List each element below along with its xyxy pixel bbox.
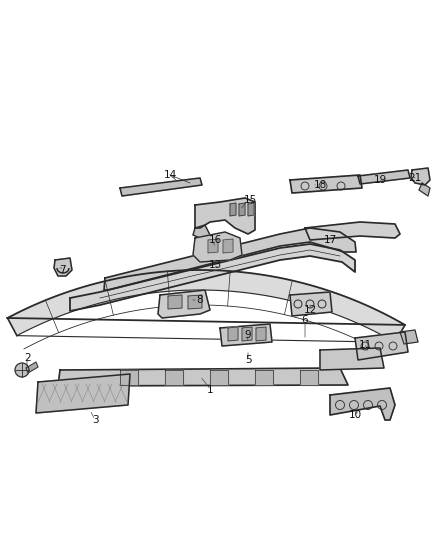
Polygon shape: [36, 374, 130, 413]
Polygon shape: [7, 270, 405, 342]
Polygon shape: [193, 232, 242, 262]
Polygon shape: [320, 348, 384, 370]
Polygon shape: [223, 239, 233, 253]
Polygon shape: [305, 222, 400, 240]
Polygon shape: [290, 175, 362, 193]
Polygon shape: [26, 362, 38, 373]
Polygon shape: [188, 295, 202, 309]
Polygon shape: [210, 370, 228, 385]
Polygon shape: [220, 324, 272, 346]
Text: 2: 2: [25, 353, 31, 363]
Polygon shape: [290, 292, 332, 316]
Polygon shape: [330, 388, 395, 420]
Polygon shape: [70, 244, 355, 311]
Polygon shape: [165, 370, 183, 385]
Polygon shape: [355, 332, 408, 360]
Text: 6: 6: [302, 315, 308, 325]
Polygon shape: [104, 228, 356, 290]
Polygon shape: [255, 370, 273, 385]
Polygon shape: [248, 203, 254, 216]
Polygon shape: [256, 327, 266, 341]
Polygon shape: [58, 368, 348, 386]
Text: 11: 11: [358, 340, 371, 350]
Polygon shape: [400, 330, 418, 344]
Text: 19: 19: [373, 175, 387, 185]
Polygon shape: [208, 239, 218, 253]
Text: 9: 9: [245, 330, 251, 340]
Polygon shape: [230, 203, 236, 216]
Text: 10: 10: [349, 410, 361, 420]
Text: 3: 3: [92, 415, 98, 425]
Text: 14: 14: [163, 170, 177, 180]
Polygon shape: [358, 170, 410, 184]
Text: 21: 21: [408, 173, 422, 183]
Polygon shape: [195, 198, 255, 234]
Text: 13: 13: [208, 260, 222, 270]
Text: 12: 12: [304, 305, 317, 315]
Polygon shape: [300, 370, 318, 385]
Text: 15: 15: [244, 195, 257, 205]
Circle shape: [15, 363, 29, 377]
Polygon shape: [158, 290, 210, 318]
Polygon shape: [411, 168, 430, 185]
Polygon shape: [193, 225, 210, 238]
Polygon shape: [242, 327, 252, 341]
Text: 8: 8: [197, 295, 203, 305]
Text: 18: 18: [313, 180, 327, 190]
Polygon shape: [239, 203, 245, 216]
Polygon shape: [54, 258, 72, 276]
Polygon shape: [168, 295, 182, 309]
Text: 17: 17: [323, 235, 337, 245]
Text: 16: 16: [208, 235, 222, 245]
Polygon shape: [120, 178, 202, 196]
Polygon shape: [419, 183, 430, 196]
Text: 7: 7: [59, 265, 65, 275]
Polygon shape: [228, 327, 238, 341]
Text: 5: 5: [245, 355, 251, 365]
Text: 1: 1: [207, 385, 213, 395]
Polygon shape: [120, 370, 138, 385]
